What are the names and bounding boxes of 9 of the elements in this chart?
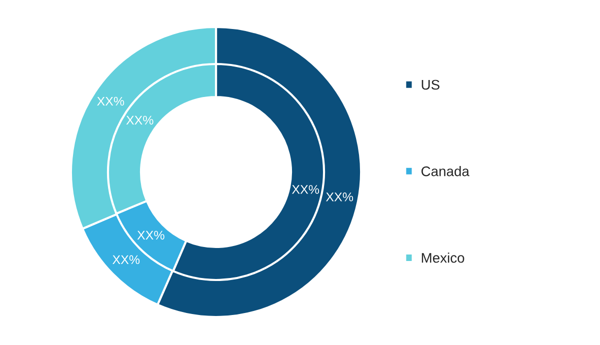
legend-label: Canada	[421, 166, 470, 176]
data-label: XX%	[292, 185, 320, 194]
data-label: XX%	[112, 255, 140, 264]
data-label: XX%	[126, 116, 154, 125]
data-label: XX%	[326, 192, 354, 202]
legend-label: Mexico	[422, 252, 464, 263]
legend-label: US	[422, 80, 440, 90]
data-label: XX%	[137, 230, 164, 240]
data-label: XX%	[97, 96, 124, 106]
